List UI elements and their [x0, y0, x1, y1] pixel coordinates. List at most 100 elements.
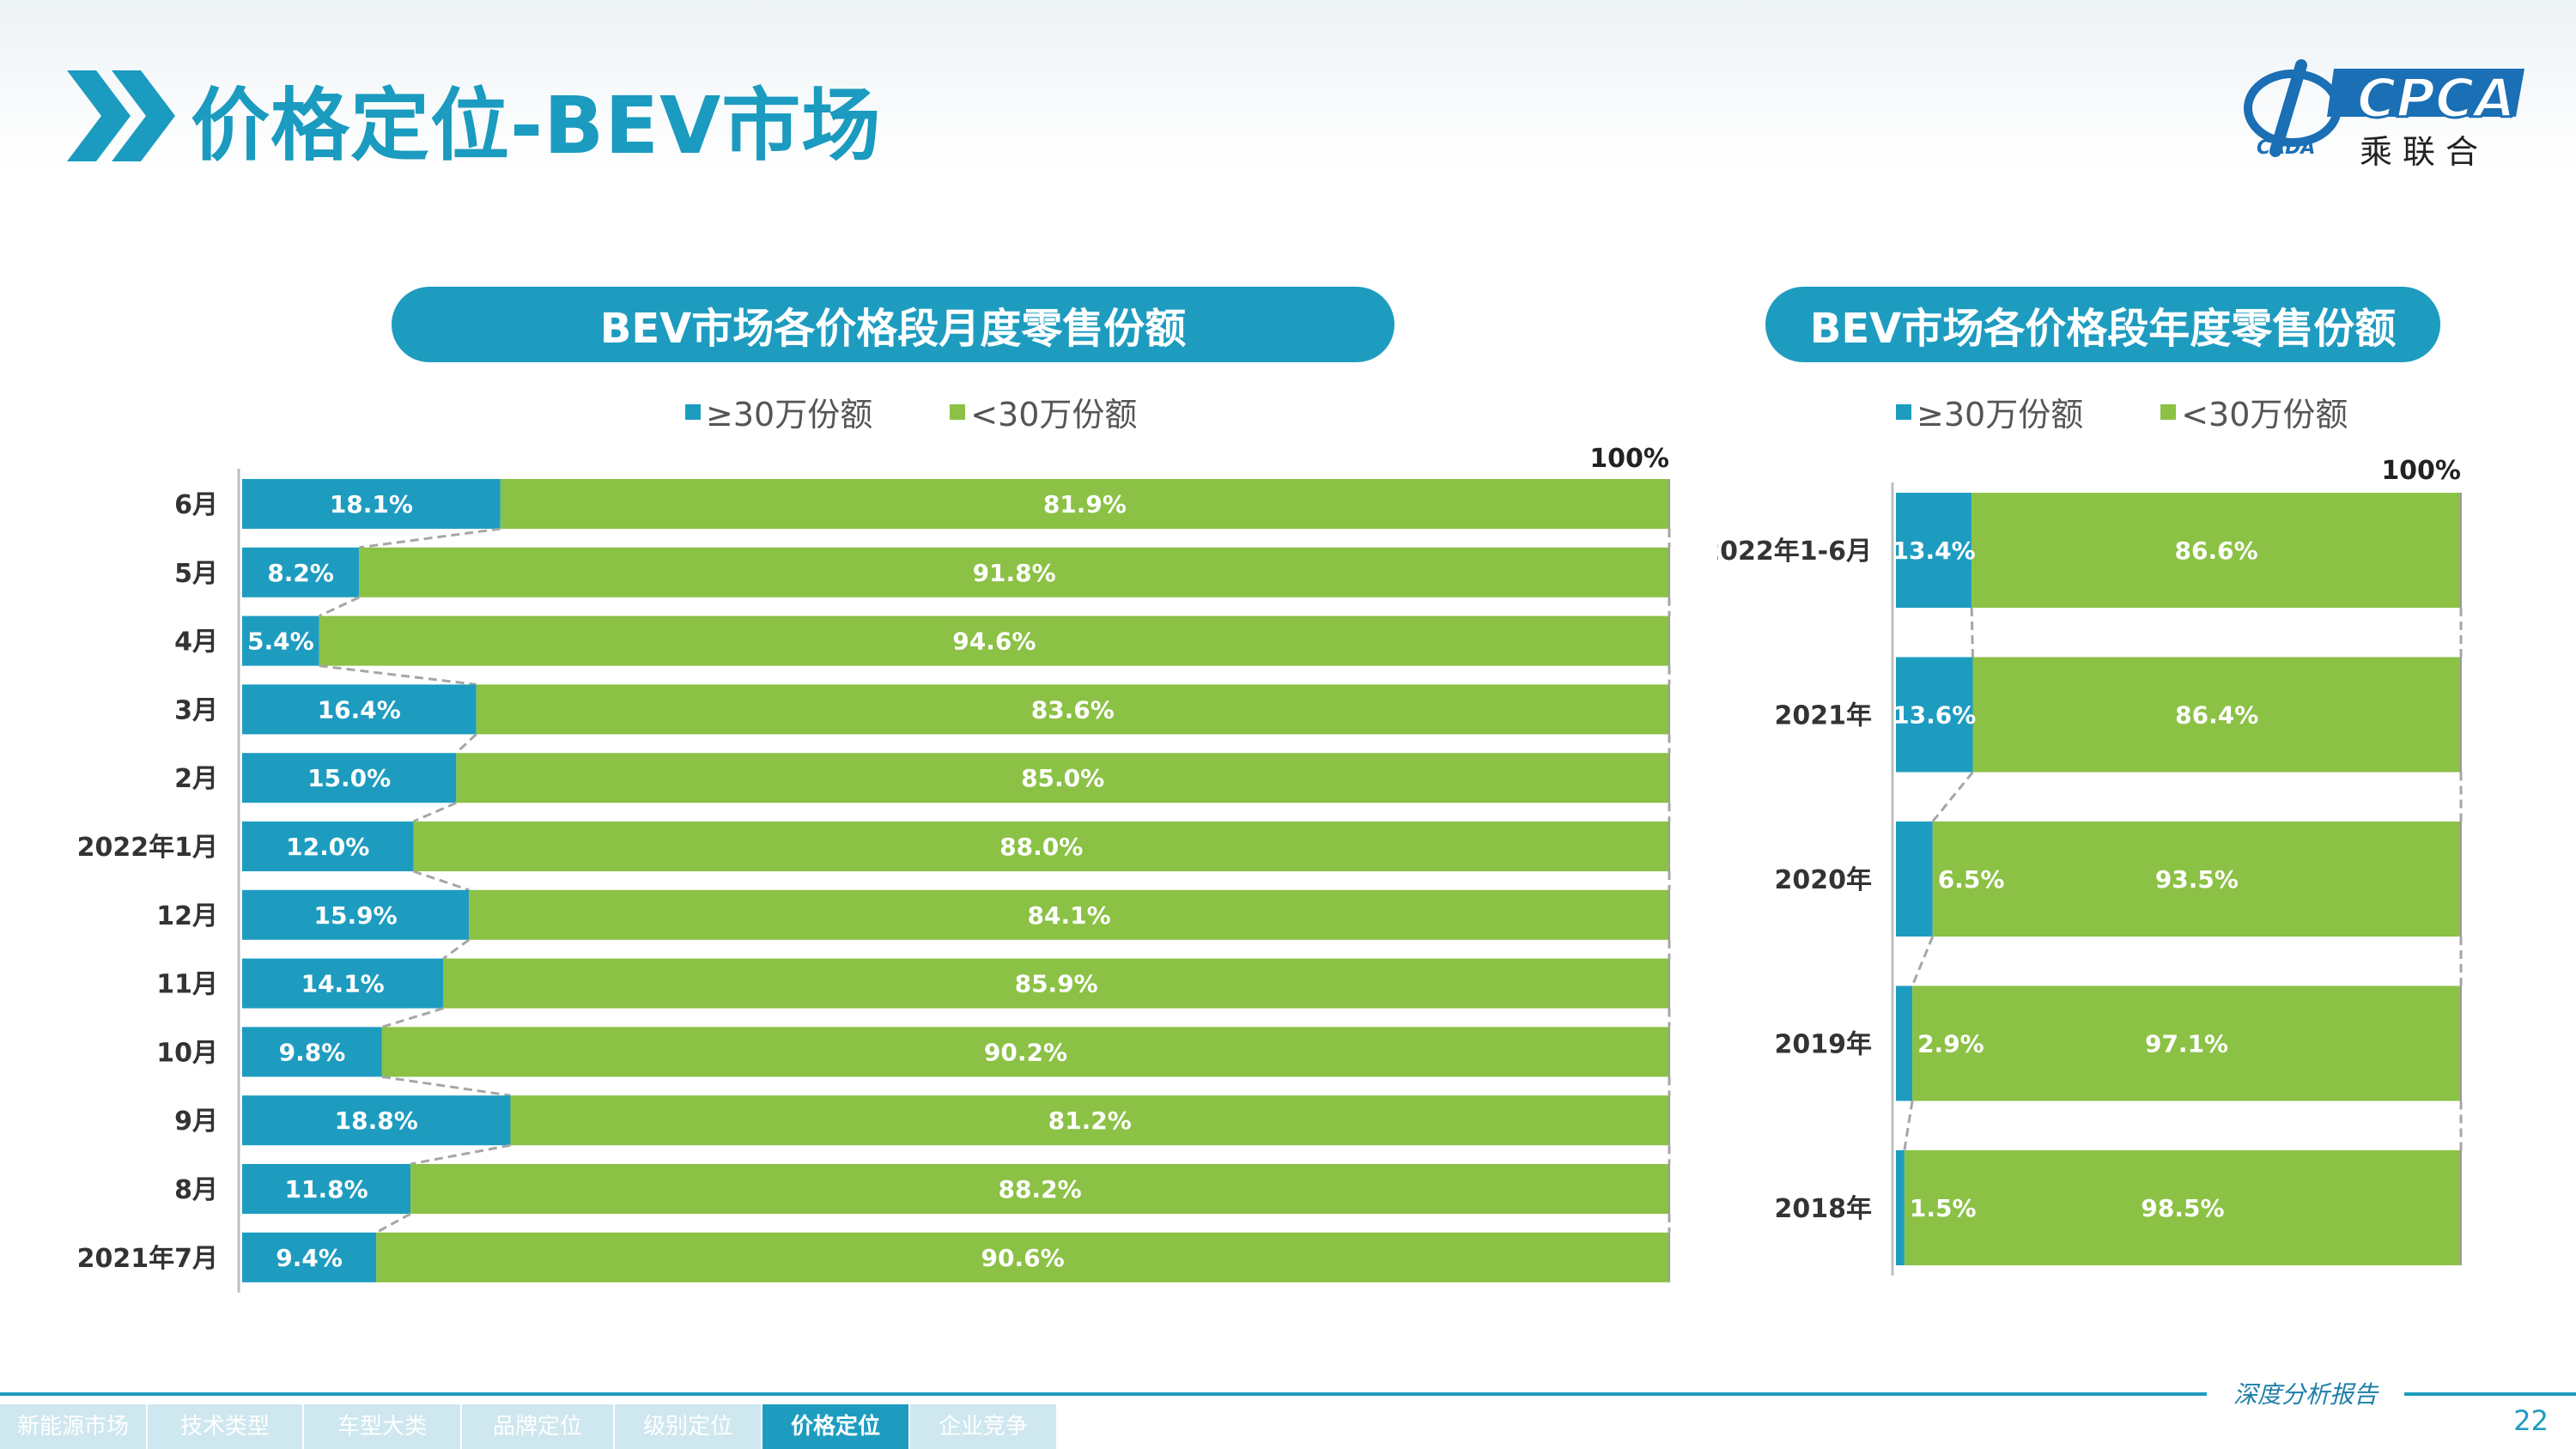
connector-line: [410, 1143, 511, 1166]
bar-high: [242, 1164, 411, 1214]
bar-high: [242, 1232, 377, 1282]
bar-low: [1904, 1150, 2461, 1265]
category-label: 5月: [174, 559, 218, 589]
value-label-low: 97.1%: [2145, 1030, 2228, 1058]
tab-3[interactable]: 品牌定位: [462, 1404, 613, 1449]
logo-text-cn: 乘联合: [2360, 133, 2489, 171]
category-label: 2021年7月: [77, 1244, 218, 1274]
connector-line: [319, 596, 360, 617]
bar-low: [510, 1095, 1669, 1146]
connector-line: [455, 733, 477, 755]
category-label: 8月: [174, 1175, 218, 1205]
bar-low: [319, 615, 1669, 666]
value-label-high: 12.0%: [286, 833, 369, 861]
value-label-high: 2.9%: [1917, 1030, 1984, 1058]
bar-low: [359, 547, 1670, 597]
bar-high: [242, 684, 477, 735]
value-label-low: 91.8%: [973, 559, 1056, 587]
connector-line: [442, 938, 471, 960]
bar-high: [242, 889, 470, 940]
bar-high: [1896, 493, 1972, 608]
legend-swatch-high: [685, 403, 701, 420]
category-label: 2019年: [1775, 1030, 1873, 1060]
bar-low: [1912, 985, 2461, 1101]
value-label-high: 13.6%: [1893, 701, 1976, 730]
value-label-low: 86.6%: [2175, 537, 2258, 565]
tab-5[interactable]: 价格定位: [762, 1404, 908, 1449]
annual-legend: ≥30万份额 <30万份额: [1896, 388, 2425, 435]
category-label: 4月: [174, 627, 218, 658]
connector-line: [375, 1212, 411, 1234]
header-background: [0, 0, 2576, 172]
page-title: 价格定位-BEV市场: [191, 80, 882, 172]
value-label-low: 98.5%: [2141, 1194, 2224, 1222]
legend-item-high: ≥30万份额: [685, 388, 872, 435]
value-label-high: 9.8%: [279, 1038, 346, 1066]
total-label: 100%: [1589, 444, 1669, 474]
category-label: 2月: [174, 764, 218, 794]
value-label-low: 83.6%: [1031, 695, 1115, 724]
value-label-low: 81.2%: [1048, 1106, 1132, 1135]
legend-label-high: ≥30万份额: [706, 396, 873, 433]
value-label-high: 8.2%: [267, 559, 334, 587]
connector-line: [412, 801, 457, 823]
bar-high: [242, 822, 414, 871]
monthly-chart-title: BEV市场各价格段月度零售份额: [392, 287, 1394, 362]
tab-2[interactable]: 车型大类: [304, 1404, 460, 1449]
monthly-legend: ≥30万份额 <30万份额: [685, 388, 1214, 435]
category-label: 2022年1-6月: [1717, 537, 1872, 567]
bar-low: [456, 753, 1669, 803]
category-label: 2021年: [1775, 701, 1873, 731]
value-label-high: 15.9%: [314, 901, 398, 930]
bar-low: [413, 822, 1670, 871]
bar-low: [410, 1164, 1670, 1214]
category-label: 2020年: [1775, 865, 1873, 895]
tab-6[interactable]: 企业竞争: [910, 1404, 1056, 1449]
legend-swatch-low: [950, 403, 966, 420]
legend-item-high: ≥30万份额: [1896, 388, 2083, 435]
tab-1[interactable]: 技术类型: [148, 1404, 302, 1449]
bar-low: [469, 889, 1669, 940]
value-label-low: 85.9%: [1015, 970, 1098, 998]
value-label-high: 14.1%: [301, 970, 385, 998]
bar-low: [476, 684, 1669, 735]
connector-line: [381, 1075, 511, 1097]
value-label-low: 93.5%: [2155, 865, 2239, 894]
value-label-low: 86.4%: [2175, 701, 2258, 730]
category-label: 6月: [174, 490, 218, 520]
tab-4[interactable]: 级别定位: [615, 1404, 761, 1449]
value-label-high: 13.4%: [1893, 537, 1976, 565]
logo-text-en: CPCA: [2355, 66, 2516, 131]
category-label: 2022年1月: [77, 833, 218, 863]
bar-low: [1932, 822, 2461, 937]
bar-low: [1972, 657, 2461, 773]
footer-line: [0, 1392, 2576, 1396]
value-label-low: 88.2%: [998, 1175, 1081, 1203]
bar-low: [500, 479, 1669, 529]
bar-high: [1896, 657, 1973, 773]
connector-line: [1903, 1100, 1914, 1151]
legend-label-low: <30万份额: [970, 396, 1138, 433]
value-label-high: 15.0%: [307, 764, 391, 792]
category-label: 10月: [156, 1038, 218, 1068]
bar-high: [1896, 822, 1933, 937]
value-label-low: 81.9%: [1043, 490, 1127, 518]
bar-high: [242, 1095, 511, 1146]
legend-label-high: ≥30万份额: [1917, 396, 2084, 433]
bar-low: [381, 1027, 1670, 1077]
footer-tag: 深度分析报告: [2207, 1375, 2404, 1415]
connector-line: [359, 527, 501, 549]
category-label: 3月: [174, 695, 218, 725]
chevron-arrows-icon: [67, 70, 175, 161]
bar-high: [242, 547, 360, 597]
monthly-share-chart: 100% 6月 18.1% 81.9% 5月 8.2% 91.8% 4月 5.4% 94.6% 3月…: [77, 444, 1671, 1293]
connector-line: [319, 664, 477, 686]
legend-swatch-high: [1896, 403, 1911, 420]
connector-line: [381, 1007, 444, 1028]
value-label-high: 11.8%: [284, 1175, 368, 1203]
bar-low: [443, 958, 1669, 1009]
cpca-logo-icon: [2244, 59, 2524, 157]
category-label: 2018年: [1775, 1194, 1873, 1224]
value-label-high: 16.4%: [318, 695, 401, 724]
tab-0[interactable]: 新能源市场: [0, 1404, 146, 1449]
